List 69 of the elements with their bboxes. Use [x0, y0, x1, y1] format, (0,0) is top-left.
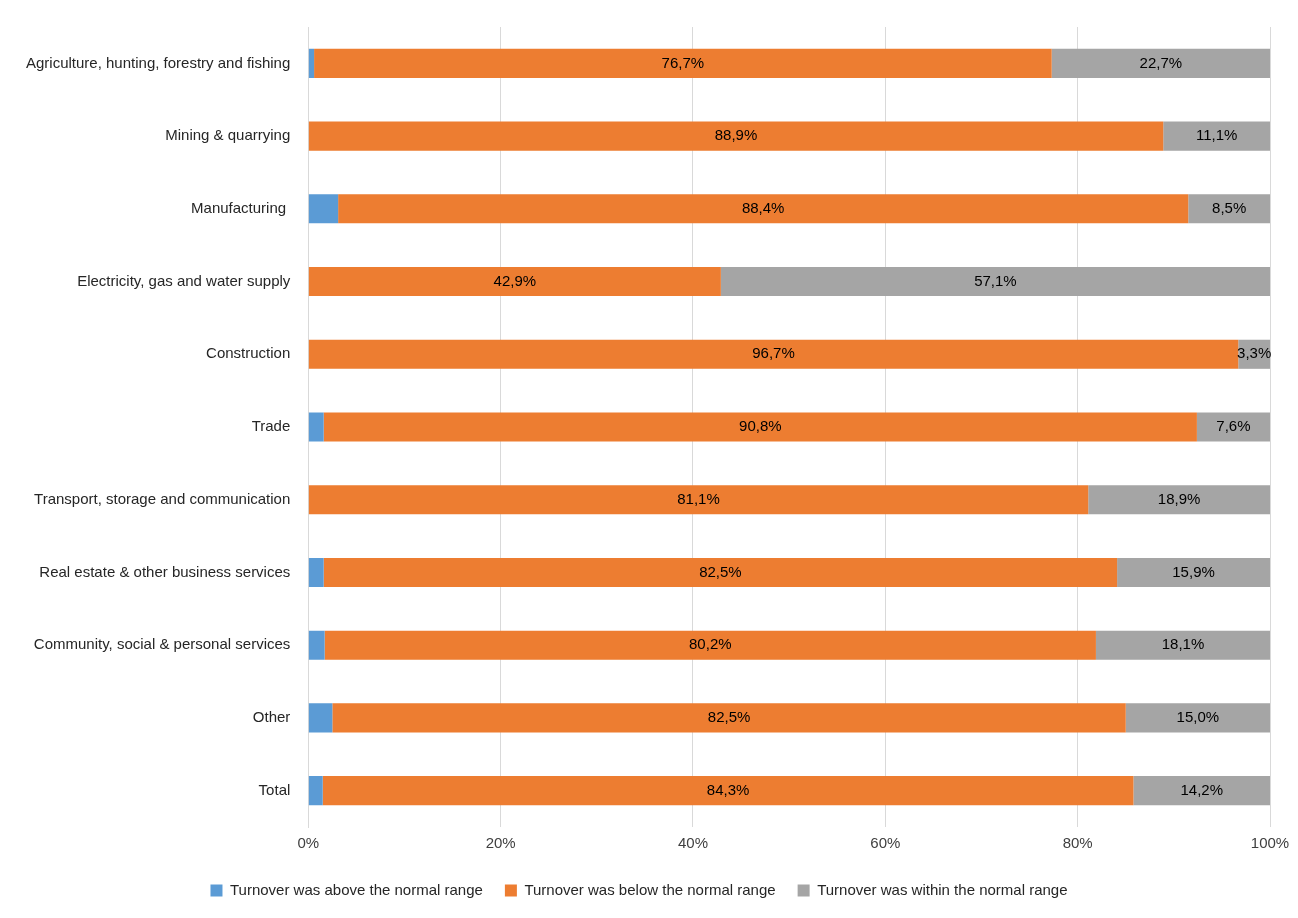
y-tick-label: Mining & quarrying	[165, 126, 291, 144]
data-label: 8,5%	[1212, 198, 1247, 216]
legend-label: Turnover was below the normal range	[524, 880, 776, 898]
x-tick-label: 100%	[1250, 834, 1290, 852]
y-tick-label: Trade	[251, 417, 291, 435]
bar	[323, 412, 1197, 442]
data-label: 88,4%	[741, 198, 785, 216]
y-tick-label: Manufacturing	[191, 198, 291, 216]
bar	[1125, 703, 1270, 733]
data-label: 15,9%	[1172, 562, 1215, 580]
data-label: 81,1%	[677, 489, 720, 507]
legend-label: Turnover was within the normal range	[817, 880, 1068, 898]
y-tick-label: Construction	[206, 344, 291, 362]
x-tick-label: 20%	[485, 834, 516, 852]
bar	[308, 703, 333, 733]
y-tick-label: Agriculture, hunting, forestry and fishing	[26, 53, 291, 71]
y-tick-label: Electricity, gas and water supply	[77, 271, 291, 289]
data-label: 7,6%	[1216, 417, 1251, 435]
bar	[308, 267, 721, 297]
bar	[1163, 121, 1270, 151]
x-tick-label: 80%	[1062, 834, 1093, 852]
bar	[1188, 194, 1270, 224]
bar	[324, 630, 1096, 660]
bar	[1095, 630, 1270, 660]
data-label: 82,5%	[707, 708, 751, 726]
data-label: 22,7%	[1139, 53, 1183, 71]
data-label: 80,2%	[689, 635, 732, 653]
data-label: 15,0%	[1176, 708, 1220, 726]
x-tick-label: 0%	[297, 834, 320, 852]
bar	[1133, 776, 1270, 806]
x-tick-label: 40%	[677, 834, 708, 852]
bar	[308, 412, 324, 442]
bar	[1088, 485, 1270, 515]
bar	[308, 776, 323, 806]
bar	[308, 557, 324, 587]
data-label: 11,1%	[1195, 126, 1238, 144]
bar	[720, 267, 1270, 297]
y-tick-label: Other	[252, 708, 291, 726]
bar	[308, 339, 1239, 369]
y-tick-label: Total	[258, 780, 291, 798]
bar	[308, 630, 325, 660]
data-label: 84,3%	[706, 780, 750, 798]
bar	[308, 194, 339, 224]
bar	[332, 703, 1126, 733]
y-tick-label: Community, social & personal services	[33, 635, 291, 653]
bar	[308, 48, 315, 78]
data-label: 18,9%	[1157, 489, 1201, 507]
y-tick-label: Transport, storage and communication	[34, 489, 291, 507]
bar	[1196, 412, 1270, 442]
bar	[1117, 557, 1270, 587]
bar	[308, 121, 1164, 151]
data-label: 82,5%	[699, 562, 742, 580]
bar	[1051, 48, 1270, 78]
data-label: 88,9%	[714, 126, 758, 144]
data-label: 90,8%	[739, 417, 782, 435]
x-tick-label: 60%	[870, 834, 901, 852]
bar	[314, 48, 1052, 78]
legend-label: Turnover was above the normal range	[229, 880, 483, 898]
data-label: 76,7%	[661, 53, 705, 71]
bar	[308, 485, 1089, 515]
data-label: 14,2%	[1180, 780, 1223, 798]
data-label: 96,7%	[752, 344, 795, 362]
y-tick-label: Real estate & other business services	[39, 562, 291, 580]
data-label: 18,1%	[1161, 635, 1205, 653]
bar	[322, 776, 1134, 806]
bar	[323, 557, 1118, 587]
data-label: 57,1%	[974, 271, 1017, 289]
bar	[338, 194, 1189, 224]
data-label: 42,9%	[493, 271, 537, 289]
